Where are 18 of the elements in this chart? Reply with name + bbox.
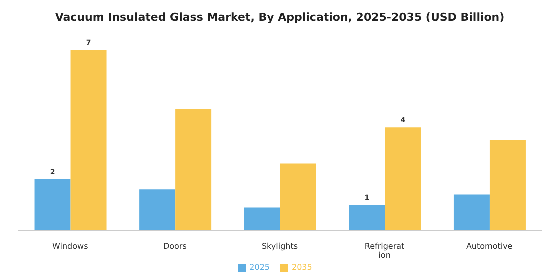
x-tick-label: Automotive (466, 242, 513, 251)
bar (176, 109, 212, 231)
bar (490, 140, 526, 231)
bar (349, 205, 386, 231)
chart-title: Vacuum Insulated Glass Market, By Application, 2025-2035 (USD Billion) (54, 10, 506, 26)
x-tick-label: Windows (52, 242, 88, 251)
bar (34, 179, 71, 231)
bar (280, 164, 316, 231)
bar (244, 208, 280, 231)
bar (385, 128, 422, 231)
bar (454, 194, 490, 231)
legend-label: 2025 (250, 263, 270, 272)
bar (70, 50, 107, 231)
legend-label: 2035 (292, 263, 312, 272)
x-tick-label: Refrigeration (364, 242, 405, 260)
bar (140, 190, 176, 231)
x-tick-label: Skylights (262, 242, 298, 251)
x-tick-label: Doors (163, 242, 187, 251)
